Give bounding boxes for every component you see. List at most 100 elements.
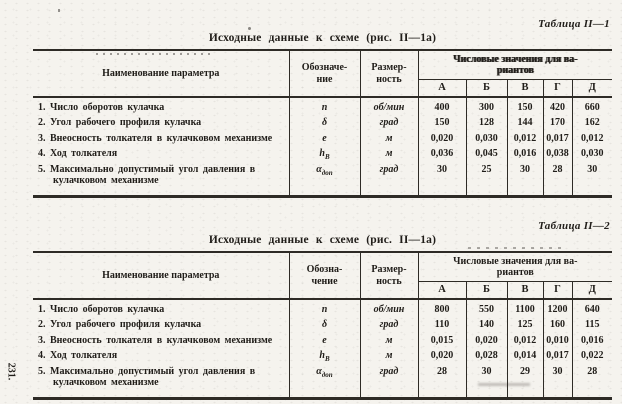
unit-cell: м — [359, 148, 419, 164]
value-cell: 0,015 — [417, 334, 467, 351]
variant-header-g: Г — [542, 79, 573, 98]
value-cell: 128 — [465, 117, 508, 133]
table-row: 2. Угол рабочего профиля кулачка δ град … — [33, 117, 613, 133]
table-row: 5. Максимально допустимый угол давления … — [33, 365, 613, 399]
table-caption: Таблица II—2 — [538, 220, 610, 232]
value-cell: 30 — [542, 365, 573, 399]
value-cell: 0,012 — [506, 334, 544, 351]
table-row: 1. Число оборотов кулачка n об/мин 400 3… — [33, 97, 613, 118]
table-block-2: Таблица II—2 Исходные данные к схеме (ри… — [33, 220, 613, 401]
col-header-values-group: Числовые значения для ва- риантов — [417, 252, 613, 282]
variant-header-g: Г — [542, 281, 573, 300]
data-table-1: Наименование параметра Обозначе- ние Раз… — [33, 49, 613, 199]
col-header-symbol: Обозначе- ние — [288, 50, 361, 98]
symbol-cell: e — [288, 132, 361, 149]
value-cell: 162 — [571, 117, 613, 133]
col-header-unit: Размер- ность — [359, 252, 419, 300]
table-row: 3. Внеосность толкателя в кулачковом мех… — [33, 334, 613, 351]
unit-cell: град — [359, 117, 419, 133]
value-cell: 0,010 — [542, 334, 573, 351]
value-cell: 640 — [571, 299, 613, 320]
unit-cell: град — [359, 163, 419, 197]
value-cell: 800 — [417, 299, 467, 320]
value-cell: 150 — [506, 97, 544, 118]
param-name: 5. Максимально допустимый угол давления … — [33, 163, 290, 197]
value-cell: 28 — [542, 163, 573, 197]
value-cell: 115 — [571, 319, 613, 335]
variant-header-d: Д — [571, 79, 613, 98]
col-header-symbol: Обозна- чение — [288, 252, 361, 300]
value-cell: 28 — [571, 365, 613, 399]
variant-header-d: Д — [571, 281, 613, 300]
value-cell: 125 — [506, 319, 544, 335]
value-cell: 30 — [417, 163, 467, 197]
symbol-cell: αдоп — [288, 163, 361, 197]
symbol-cell: hВ — [288, 350, 361, 366]
param-name: 2. Угол рабочего профиля кулачка — [33, 117, 290, 133]
table-row: 5. Максимально допустимый угол давления … — [33, 163, 613, 197]
variant-header-a: А — [418, 281, 467, 300]
symbol-cell: δ — [288, 117, 361, 133]
value-cell: 150 — [417, 117, 467, 133]
value-cell: 1200 — [542, 299, 573, 320]
value-cell: 28 — [417, 365, 467, 399]
value-cell: 400 — [417, 97, 467, 118]
value-cell: 0,030 — [465, 132, 508, 149]
value-cell: 30 — [506, 163, 544, 197]
table-row: 2. Угол рабочего профиля кулачка δ град … — [33, 319, 613, 335]
symbol-cell: hВ — [288, 148, 361, 164]
table-row: 4. Ход толкателя hВ м 0,020 0,028 0,014 … — [33, 350, 613, 366]
param-name: 1. Число оборотов кулачка — [33, 97, 290, 118]
value-cell: 0,036 — [417, 148, 467, 164]
value-cell: 0,028 — [465, 350, 508, 366]
table-caption: Таблица II—1 — [538, 18, 610, 30]
variant-header-b: Б — [465, 79, 508, 98]
symbol-cell: αдоп — [288, 365, 361, 399]
value-cell: 0,016 — [506, 148, 544, 164]
value-cell: 0,017 — [542, 132, 573, 149]
value-cell: 420 — [542, 97, 573, 118]
unit-cell: град — [359, 365, 419, 399]
table-row: 4. Ход толкателя hВ м 0,036 0,045 0,016 … — [33, 148, 613, 164]
col-header-parameter: Наименование параметра — [33, 50, 290, 98]
variant-header-v: В — [506, 79, 544, 98]
value-cell: 0,020 — [417, 350, 467, 366]
param-name: 4. Ход толкателя — [33, 148, 290, 164]
col-header-unit: Размер- ность — [359, 50, 419, 98]
table-row: 3. Внеосность толкателя в кулачковом мех… — [33, 132, 613, 149]
table-block-1: Таблица II—1 Исходные данные к схеме (ри… — [33, 18, 613, 199]
value-cell: 30 — [465, 365, 508, 399]
value-cell: 0,030 — [571, 148, 613, 164]
variant-header-a: А — [418, 79, 467, 98]
unit-cell: град — [359, 319, 419, 335]
param-name: 5. Максимально допустимый угол давления … — [33, 365, 290, 399]
value-cell: 0,016 — [571, 334, 613, 351]
value-cell: 0,045 — [465, 148, 508, 164]
value-cell: 1100 — [506, 299, 544, 320]
symbol-cell: n — [288, 299, 361, 320]
value-cell: 550 — [465, 299, 508, 320]
value-cell: 25 — [465, 163, 508, 197]
noise-speck — [58, 9, 60, 12]
unit-cell: об/мин — [359, 97, 419, 118]
value-cell: 160 — [542, 319, 573, 335]
value-cell: 0,020 — [417, 132, 467, 149]
table-title: Исходные данные к схеме (рис. II—1а) — [208, 234, 437, 246]
unit-cell: об/мин — [359, 299, 419, 320]
symbol-cell: e — [288, 334, 361, 351]
data-table-2: Наименование параметра Обозна- чение Раз… — [33, 251, 613, 401]
value-cell: 0,022 — [571, 350, 613, 366]
value-cell: 0,038 — [542, 148, 573, 164]
table-title: Исходные данные к схеме (рис. II—1а) — [208, 32, 437, 44]
col-header-values-group: Числовые значения для ва- риантов — [417, 50, 613, 80]
table-row: 1. Число оборотов кулачка n об/мин 800 5… — [33, 299, 613, 320]
param-name: 4. Ход толкателя — [33, 350, 290, 366]
unit-cell: м — [359, 350, 419, 366]
value-cell: 140 — [465, 319, 508, 335]
param-name: 1. Число оборотов кулачка — [33, 299, 290, 320]
value-cell: 0,012 — [506, 132, 544, 149]
value-cell: 0,020 — [465, 334, 508, 351]
value-cell: 30 — [571, 163, 613, 197]
value-cell: 0,012 — [571, 132, 613, 149]
